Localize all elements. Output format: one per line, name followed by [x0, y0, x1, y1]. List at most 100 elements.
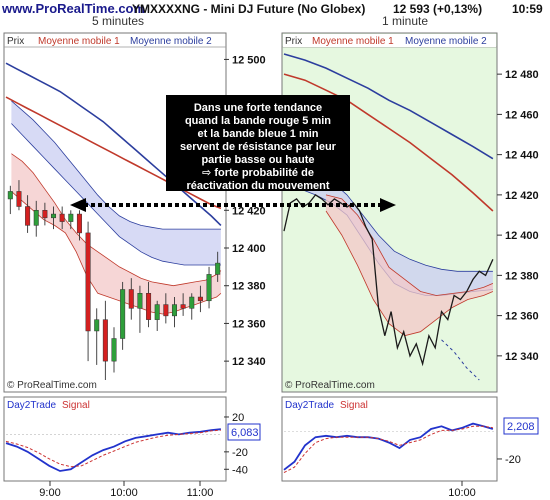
- left-price-candle-1: [16, 191, 22, 207]
- right-osc-value: 2,208: [507, 421, 535, 433]
- left-price-ytick-label-4: 12 420: [232, 205, 266, 217]
- right-oscillator-series-day2trade: [283, 422, 494, 471]
- left-oscillator-series-day2trade: [5, 428, 221, 472]
- clock: 10:59: [512, 2, 543, 16]
- right-price-ytick-label-3: 12 400: [505, 230, 539, 242]
- annotation-line-5: ⇨ forte probabilité de: [202, 167, 314, 179]
- left-price-candle-3: [33, 210, 39, 226]
- left-price-candle-10: [94, 319, 100, 332]
- left-price-ytick-label-0: 12 340: [232, 356, 266, 368]
- right-price-series-2: [283, 53, 494, 160]
- right-price-series-1: [283, 73, 494, 212]
- left-price-candle-11: [102, 319, 108, 362]
- right-price-ytick-label-2: 12 380: [505, 270, 539, 282]
- left-price-candle-6: [59, 213, 65, 222]
- right-osc-value-box: [503, 417, 539, 435]
- right-price-band-red-upper: [325, 194, 494, 296]
- right-price-band-red: [326, 194, 493, 336]
- left-price-candle-4: [42, 210, 48, 219]
- left-oscillator-ytick-label-0: 20: [232, 412, 244, 424]
- annotation-arrow-left: [70, 198, 86, 212]
- right-legend-ma1: Moyenne mobile 1: [312, 36, 394, 47]
- left-price-series-2: [5, 62, 222, 226]
- right-osc-label: Day2Trade: [285, 400, 335, 411]
- left-price-axis: 12 340 12 360 12 380 12 400 12 420 12 500: [224, 54, 266, 368]
- left-price-candle-19: [171, 304, 177, 317]
- right-price-ytick-label-6: 12 460: [505, 109, 539, 121]
- left-price-ytick-label-2: 12 380: [232, 281, 266, 293]
- right-price-ytick-label-5: 12 440: [505, 150, 539, 162]
- left-price-candle-7: [68, 213, 74, 222]
- left-osc-marks: [5, 428, 222, 472]
- left-price-candle-16: [146, 293, 152, 320]
- left-price-band-blue-upper: [11, 100, 221, 230]
- annotation-line-0: Dans une forte tendance: [194, 102, 322, 114]
- left-prix-label: Prix: [7, 36, 24, 47]
- right-price-ytick-label-4: 12 420: [505, 190, 539, 202]
- left-xtick-label-0: 9:00: [39, 487, 60, 499]
- left-watermark: © ProRealTime.com: [7, 380, 97, 391]
- left-price-candle-24: [215, 262, 221, 275]
- right-osc-marks: [283, 422, 494, 474]
- left-price-series-1: [5, 96, 222, 210]
- left-oscillator-ytick-label-1: -20: [232, 447, 248, 459]
- left-price-ytick-label-5: 12 500: [232, 54, 266, 66]
- left-price-ytick-label-3: 12 400: [232, 243, 266, 255]
- left-price-band-blue-lower: [11, 123, 221, 266]
- left-price-candle-17: [154, 304, 160, 320]
- left-price-marks: [5, 62, 222, 380]
- left-osc-value: 6,083: [231, 427, 259, 439]
- annotation-arrow-right: [380, 198, 396, 212]
- left-price-band-red-upper: [11, 153, 222, 287]
- left-osc-frame: [3, 396, 227, 482]
- symbol-title: YMXXXXNG - Mini DJ Future (No Globex): [132, 2, 365, 16]
- left-xtick-label-1: 10:00: [110, 487, 138, 499]
- left-price-panel: Prix Moyenne mobile 1 Moyenne mobile 2 ©…: [3, 32, 266, 393]
- site-title[interactable]: www.ProRealTime.com: [1, 1, 145, 16]
- annotation-line-1: quand la bande rouge 5 min: [185, 115, 331, 127]
- left-price-ytick-label-1: 12 360: [232, 318, 266, 330]
- right-price-band-red-lower: [325, 210, 494, 337]
- right-price-ytick-label-7: 12 480: [505, 69, 539, 81]
- right-price-ytick-label-0: 12 340: [505, 351, 539, 363]
- annotation-box: [166, 95, 350, 191]
- left-osc-value-box: [227, 423, 261, 441]
- left-timeframe: 5 minutes: [92, 14, 144, 28]
- right-price-price-line: [283, 194, 494, 367]
- right-prix-label: Prix: [285, 36, 302, 47]
- right-price-trail-line: [441, 339, 480, 381]
- right-price-panel: Prix Moyenne mobile 1 Moyenne mobile 2 ©…: [281, 32, 539, 393]
- time-axis: 9:00 10:00 11:00 10:00: [39, 481, 476, 499]
- price-quote: 12 593 (+0,13%): [393, 2, 482, 16]
- right-osc-signal-label: Signal: [340, 400, 368, 411]
- left-price-candle-13: [120, 289, 126, 339]
- right-oscillator-panel: Day2Trade Signal -20 2,208: [281, 396, 539, 482]
- left-price-candle-22: [197, 296, 203, 302]
- right-price-axis: 12 340 12 360 12 380 12 400 12 420 12 440 12 4…: [497, 69, 539, 363]
- left-price-candle-20: [180, 304, 186, 309]
- annotation-line-3: servent de résistance par leur: [180, 141, 337, 153]
- left-legend-ma2: Moyenne mobile 2: [130, 36, 212, 47]
- right-timeframe: 1 minute: [382, 14, 428, 28]
- left-price-candle-12: [111, 338, 117, 362]
- right-legend-bg: [283, 34, 496, 47]
- right-osc-axis: -20: [497, 454, 521, 466]
- right-price-frame: [281, 32, 498, 393]
- left-price-candle-2: [25, 206, 31, 226]
- left-price-candle-9: [85, 232, 91, 332]
- right-oscillator-ytick-label-0: -20: [505, 454, 521, 466]
- right-watermark: © ProRealTime.com: [285, 380, 375, 391]
- left-price-candle-18: [163, 304, 169, 317]
- left-price-candle-21: [189, 296, 195, 309]
- left-price-candle-5: [51, 213, 57, 219]
- right-price-ytick-label-1: 12 360: [505, 311, 539, 323]
- annotation-line-6: réactivation du mouvement: [186, 180, 329, 192]
- left-price-candle-23: [206, 274, 212, 302]
- annotation-line-4: partie basse ou haute: [201, 154, 314, 166]
- left-price-candle-15: [137, 293, 143, 309]
- left-price-band-blue: [11, 100, 221, 266]
